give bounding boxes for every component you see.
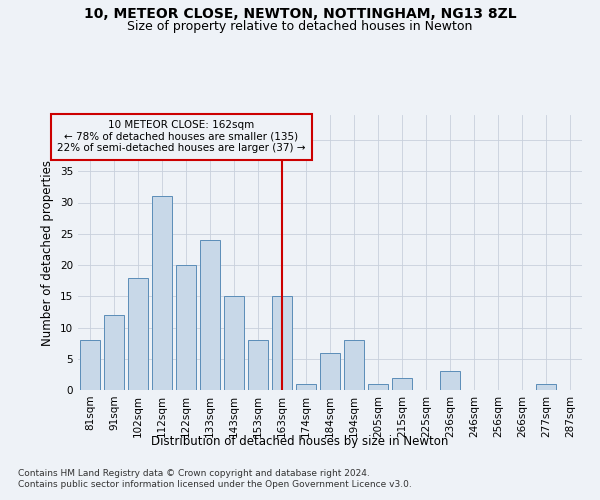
Bar <box>128 278 148 390</box>
Bar <box>296 384 316 390</box>
Bar <box>224 296 244 390</box>
Text: Contains HM Land Registry data © Crown copyright and database right 2024.: Contains HM Land Registry data © Crown c… <box>18 469 370 478</box>
Bar <box>368 384 388 390</box>
Bar <box>248 340 268 390</box>
Bar <box>392 378 412 390</box>
Bar <box>320 352 340 390</box>
Bar <box>80 340 100 390</box>
Bar <box>152 196 172 390</box>
Bar <box>344 340 364 390</box>
Bar <box>200 240 220 390</box>
Bar <box>536 384 556 390</box>
Bar <box>440 371 460 390</box>
Bar <box>176 265 196 390</box>
Bar <box>272 296 292 390</box>
Text: Size of property relative to detached houses in Newton: Size of property relative to detached ho… <box>127 20 473 33</box>
Text: 10 METEOR CLOSE: 162sqm
← 78% of detached houses are smaller (135)
22% of semi-d: 10 METEOR CLOSE: 162sqm ← 78% of detache… <box>57 120 305 154</box>
Bar <box>104 315 124 390</box>
Text: Contains public sector information licensed under the Open Government Licence v3: Contains public sector information licen… <box>18 480 412 489</box>
Text: Distribution of detached houses by size in Newton: Distribution of detached houses by size … <box>151 435 449 448</box>
Y-axis label: Number of detached properties: Number of detached properties <box>41 160 55 346</box>
Text: 10, METEOR CLOSE, NEWTON, NOTTINGHAM, NG13 8ZL: 10, METEOR CLOSE, NEWTON, NOTTINGHAM, NG… <box>83 8 517 22</box>
